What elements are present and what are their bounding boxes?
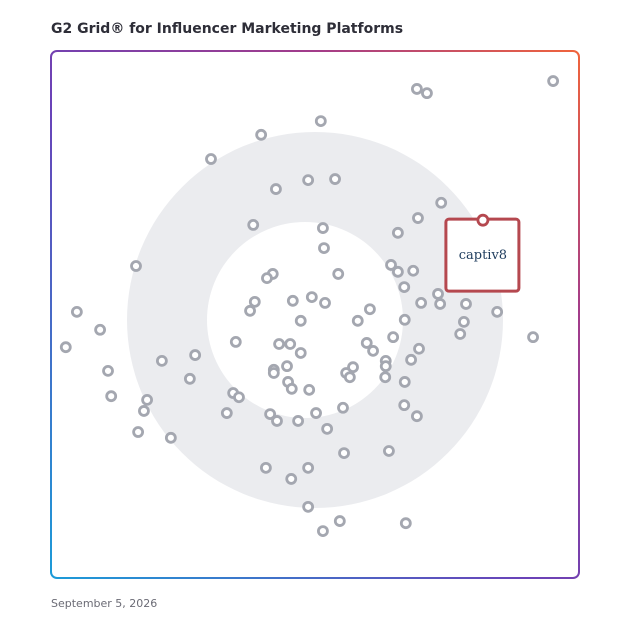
- point: [367, 344, 379, 357]
- point: [364, 303, 376, 316]
- point: [379, 360, 392, 373]
- point: [435, 196, 448, 209]
- points: captiv8: [59, 75, 560, 537]
- point: [94, 323, 107, 336]
- point: [460, 298, 472, 310]
- point: [411, 410, 423, 423]
- point: [302, 461, 315, 474]
- point: [155, 354, 168, 367]
- point: [261, 272, 273, 285]
- chart-title: G2 Grid® for Influencer Marketing Platfo…: [51, 21, 403, 37]
- point: [233, 391, 245, 404]
- point: [398, 376, 411, 388]
- point: [338, 447, 350, 460]
- point: [270, 183, 282, 195]
- point: [294, 314, 307, 327]
- point: [229, 336, 242, 348]
- highlight-label: captiv8: [459, 248, 507, 263]
- point: [411, 83, 423, 95]
- point: [244, 304, 256, 317]
- point: [105, 390, 118, 403]
- point: [379, 371, 392, 384]
- point: [332, 268, 345, 280]
- point: [317, 222, 329, 234]
- point: [205, 153, 217, 165]
- point: [138, 405, 150, 417]
- point: [267, 367, 280, 379]
- point: [398, 281, 411, 293]
- point: [547, 75, 560, 87]
- point: [412, 212, 424, 224]
- point: [189, 349, 202, 361]
- point: [255, 128, 268, 141]
- point: [284, 338, 297, 350]
- point: [102, 364, 114, 377]
- point: [286, 294, 299, 307]
- point: [457, 315, 470, 328]
- point: [294, 347, 307, 359]
- point: [305, 291, 318, 304]
- point: [351, 314, 364, 327]
- point: [434, 298, 447, 310]
- point: [319, 297, 331, 309]
- point: [132, 426, 145, 438]
- point: [264, 408, 277, 421]
- point: [398, 399, 411, 412]
- point: [302, 500, 315, 513]
- point: [329, 173, 341, 185]
- point: [399, 517, 412, 530]
- point: [383, 445, 395, 457]
- point: [292, 415, 305, 427]
- point: [491, 305, 504, 318]
- point: [164, 431, 177, 444]
- point: [247, 219, 260, 231]
- point: [310, 407, 322, 419]
- point: [432, 288, 444, 300]
- point: [285, 473, 298, 485]
- point: [387, 331, 400, 344]
- point: [248, 295, 261, 308]
- point: [318, 242, 330, 254]
- point: [333, 515, 346, 527]
- point: [321, 422, 334, 435]
- point: [70, 305, 83, 318]
- point: [59, 341, 72, 354]
- point: [302, 174, 315, 187]
- point: [454, 328, 467, 340]
- point: [281, 360, 293, 373]
- point: [343, 371, 356, 384]
- point: [415, 297, 428, 309]
- point: [385, 259, 397, 271]
- point: [413, 342, 425, 355]
- highlight-point: [476, 213, 490, 227]
- point: [391, 226, 404, 239]
- point: [285, 382, 298, 395]
- point: [259, 461, 272, 474]
- point: [391, 265, 404, 278]
- point: [421, 87, 433, 100]
- point: [398, 313, 411, 326]
- point: [337, 401, 349, 414]
- point: [273, 338, 285, 350]
- point: [317, 525, 329, 537]
- point: [360, 337, 373, 349]
- point: [314, 115, 327, 127]
- point: [271, 415, 283, 427]
- point: [303, 383, 316, 396]
- point: [130, 260, 142, 272]
- point: [405, 353, 417, 366]
- point: [220, 407, 233, 419]
- point: [183, 372, 196, 385]
- point: [407, 264, 420, 277]
- date: September 5, 2026: [51, 597, 157, 610]
- point: [141, 393, 153, 406]
- point: [527, 331, 539, 344]
